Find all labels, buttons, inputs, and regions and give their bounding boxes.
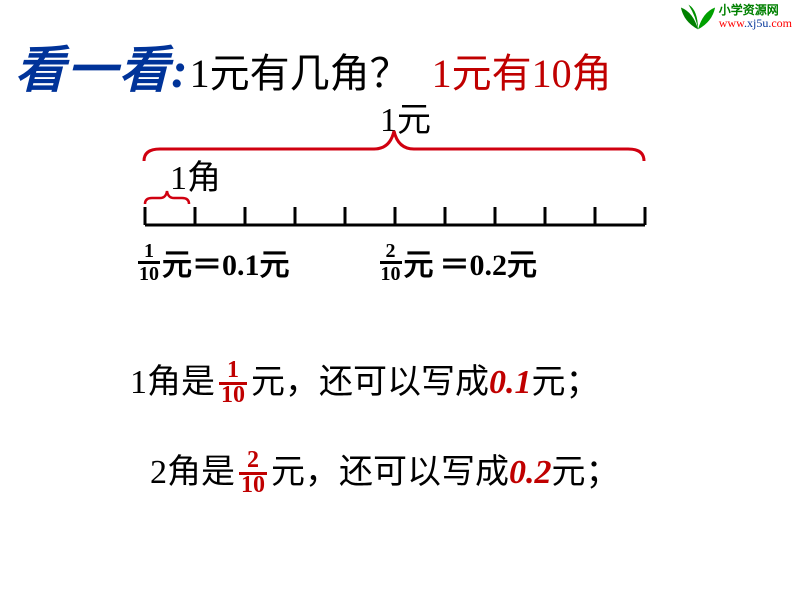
number-line	[135, 203, 655, 233]
equation-row: 1 10 元 ＝ 0.1元 2 10 元 ＝ 0.2元	[138, 240, 698, 284]
sentence-2: 2角是 2 10 元，还可以写成 0.2 元；	[150, 450, 620, 496]
eq-val-1: 0.1元	[222, 240, 290, 284]
logo-url: www.xj5u.com	[719, 17, 792, 30]
title-question: 1元有几角？	[190, 51, 410, 96]
title-colon: :	[171, 42, 190, 98]
s2-mid: 元，还可以写成	[271, 453, 509, 494]
eq-equals-2: ＝	[440, 240, 470, 284]
fraction-1-10: 1 10	[138, 241, 160, 284]
eq-unit-1: 元	[162, 240, 192, 284]
s2-post: 元；	[552, 453, 620, 494]
s2-val: 0.2	[509, 453, 552, 494]
eq-val-2: 0.2元	[470, 240, 538, 284]
s1-post: 元；	[532, 363, 600, 404]
eq-equals-1: ＝	[192, 240, 222, 284]
title-look: 看一看	[15, 42, 171, 98]
eq-unit-2: 元	[404, 240, 434, 284]
sentence-1: 1角是 1 10 元，还可以写成 0.1 元；	[130, 360, 600, 406]
s1-val: 0.1	[489, 363, 532, 404]
fraction-2-10: 2 10	[380, 241, 402, 284]
s2-pre: 2角是	[150, 453, 235, 494]
s2-fraction: 2 10	[239, 450, 267, 496]
s1-fraction: 1 10	[219, 360, 247, 406]
title-answer: 1元有10角	[432, 51, 612, 96]
site-logo: 小学资源网 www.xj5u.com	[679, 2, 792, 32]
s1-mid: 元，还可以写成	[251, 363, 489, 404]
s1-pre: 1角是	[130, 363, 215, 404]
leaf-icon	[679, 2, 717, 32]
